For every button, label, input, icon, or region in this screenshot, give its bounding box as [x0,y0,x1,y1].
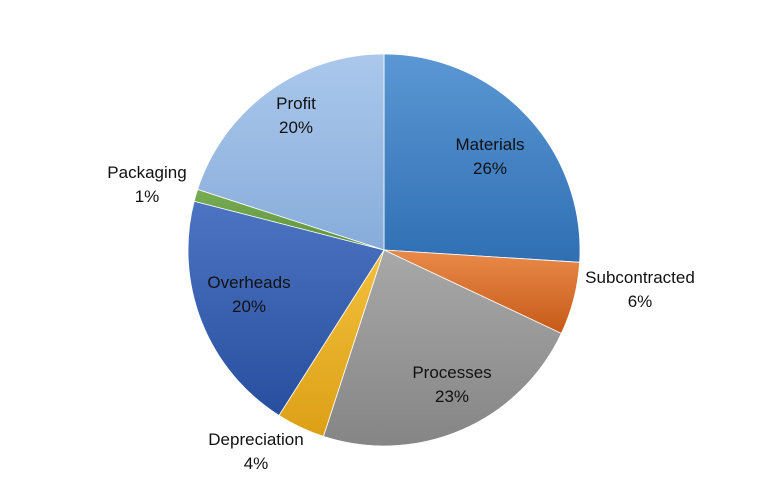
slice-pct-overheads: 20% [232,297,266,316]
pie-slice-profit [197,53,385,251]
slice-pct-depreciation: 4% [244,454,269,473]
slice-pct-packaging: 1% [135,187,160,206]
slice-label-subcontracted: Subcontracted [585,268,695,287]
slice-label-depreciation: Depreciation [208,430,303,449]
slice-label-processes: Processes [412,363,491,382]
slice-pct-profit: 20% [279,118,313,137]
slice-label-profit: Profit [276,94,316,113]
pie-slice-processes [322,249,562,447]
slice-label-packaging: Packaging [107,163,186,182]
slice-label-overheads: Overheads [207,273,290,292]
slice-label-materials: Materials [456,135,525,154]
slice-pct-subcontracted: 6% [628,292,653,311]
pie-slice-materials [383,53,581,263]
slice-pct-processes: 23% [435,387,469,406]
slice-pct-materials: 26% [473,159,507,178]
pie-slice-overheads [187,200,385,417]
